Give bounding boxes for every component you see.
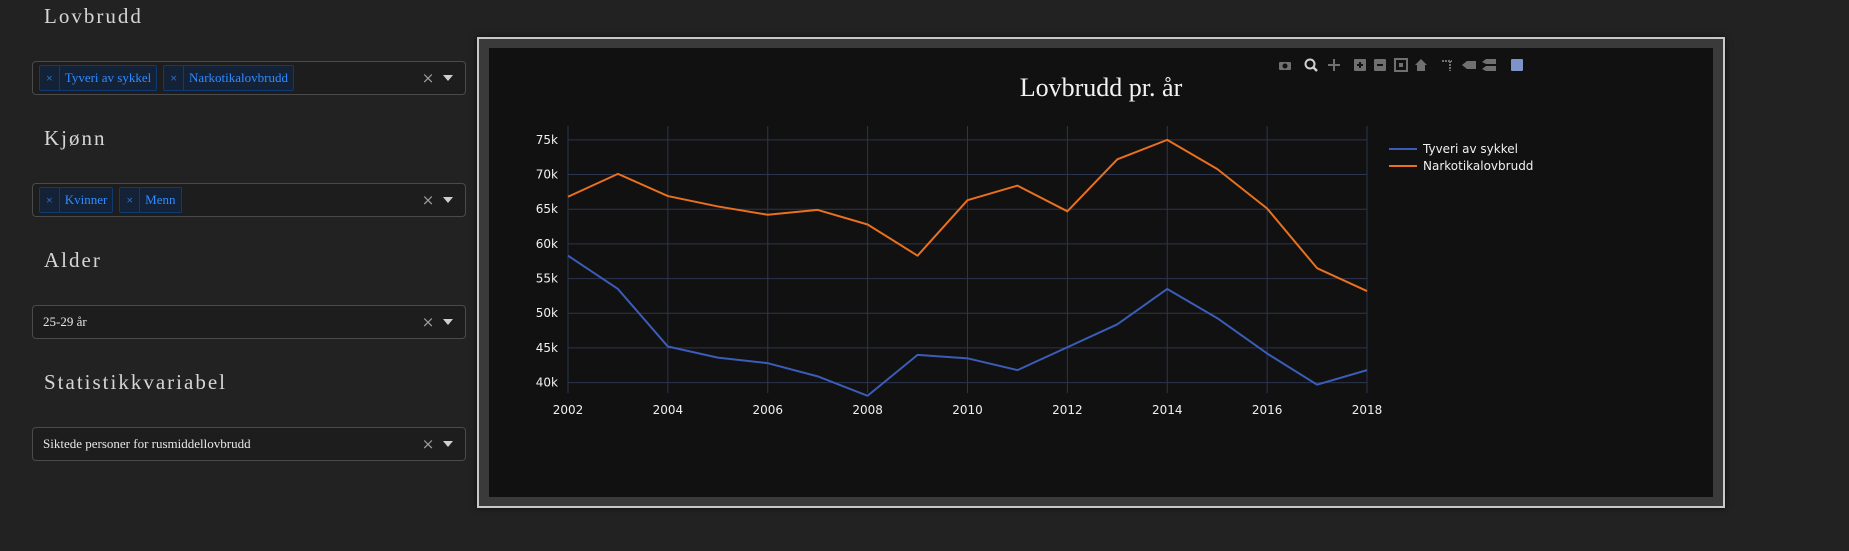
y-tick-label: 65k xyxy=(536,202,558,216)
kjonn-dropdown[interactable]: × Kvinner × Menn × xyxy=(32,183,466,217)
autoscale-box xyxy=(1394,58,1408,72)
x-tick-labels: 2002 2004 2006 2008 2010 2012 2014 2016 2018 xyxy=(553,403,1383,417)
chip-kvinner: × Kvinner xyxy=(39,187,114,213)
autoscale-icon[interactable] xyxy=(1394,58,1408,72)
statistikkvariabel-dropdown[interactable]: Siktede personer for rusmiddellovbrudd × xyxy=(32,427,466,461)
y-tick-label: 50k xyxy=(536,306,558,320)
x-tick-label: 2002 xyxy=(553,403,584,417)
y-tick-label: 40k xyxy=(536,376,558,390)
alder-dropdown[interactable]: 25-29 år × xyxy=(32,305,466,339)
clear-icon[interactable]: × xyxy=(421,191,435,209)
statistikkvariabel-value: Siktede personer for rusmiddellovbrudd xyxy=(43,436,251,451)
y-tick-label: 70k xyxy=(536,168,558,182)
y-tick-label: 45k xyxy=(536,341,558,355)
alder-value: 25-29 år xyxy=(43,314,87,329)
chevron-down-icon[interactable] xyxy=(443,197,453,203)
chevron-down-icon[interactable] xyxy=(443,441,453,447)
camera-lens xyxy=(1282,63,1288,69)
y-tick-label: 55k xyxy=(536,272,558,286)
chip-remove-icon[interactable]: × xyxy=(120,188,141,212)
series-lines xyxy=(567,138,1368,397)
chart-title: Lovbrudd pr. år xyxy=(1020,73,1183,102)
home-icon[interactable] xyxy=(1415,59,1427,71)
camera-icon[interactable] xyxy=(1279,62,1291,70)
hover-closest-shape xyxy=(1462,61,1476,69)
chip-label: Narkotikalovbrudd xyxy=(189,70,288,85)
modebar xyxy=(1279,58,1523,72)
x-tick-label: 2010 xyxy=(952,403,983,417)
lovbrudd-dropdown[interactable]: × Tyveri av sykkel × Narkotikalovbrudd × xyxy=(32,61,466,95)
chip-narkotikalovbrudd: × Narkotikalovbrudd xyxy=(163,65,294,91)
alder-title: Alder xyxy=(44,248,102,272)
series-line-2[interactable] xyxy=(567,138,1368,292)
x-tick-label: 2012 xyxy=(1052,403,1083,417)
legend-label[interactable]: Tyveri av sykkel xyxy=(1422,142,1518,156)
x-tick-label: 2014 xyxy=(1152,403,1183,417)
legend: Tyveri av sykkel Narkotikalovbrudd xyxy=(1389,142,1533,173)
chevron-down-icon[interactable] xyxy=(443,75,453,81)
lovbrudd-title: Lovbrudd xyxy=(44,4,143,28)
chevron-down-icon[interactable] xyxy=(443,319,453,325)
plotly-logo-shape xyxy=(1511,59,1523,71)
chip-label: Menn xyxy=(145,192,176,207)
clear-icon[interactable]: × xyxy=(421,313,435,331)
chip-label: Kvinner xyxy=(64,192,108,207)
y-tick-label: 75k xyxy=(536,133,558,147)
lovbrudd-chips: × Tyveri av sykkel × Narkotikalovbrudd xyxy=(33,65,419,91)
home-shape xyxy=(1415,59,1427,71)
statistikkvariabel-title: Statistikkvariabel xyxy=(44,370,227,394)
chip-tyveri-av-sykkel: × Tyveri av sykkel xyxy=(39,65,158,91)
autoscale-center xyxy=(1399,63,1403,67)
chip-remove-icon[interactable]: × xyxy=(40,188,60,212)
x-tick-label: 2008 xyxy=(852,403,883,417)
hover-compare-bottom xyxy=(1482,66,1496,71)
plot-background xyxy=(489,48,1713,497)
chip-menn: × Menn xyxy=(119,187,182,213)
chip-label: Tyveri av sykkel xyxy=(64,70,152,85)
line-chart[interactable]: 2002 2004 2006 2008 2010 2012 2014 2016 2018 40k… xyxy=(489,48,1713,497)
clear-icon[interactable]: × xyxy=(421,435,435,453)
spike-lines-icon[interactable] xyxy=(1442,60,1452,71)
hover-compare-top xyxy=(1482,59,1496,64)
chip-remove-icon[interactable]: × xyxy=(164,66,185,90)
zoom-lens xyxy=(1304,58,1316,70)
series-line-1[interactable] xyxy=(567,254,1368,397)
kjonn-title: Kjønn xyxy=(44,126,107,150)
x-tick-label: 2006 xyxy=(752,403,783,417)
x-tick-label: 2018 xyxy=(1352,403,1383,417)
plotly-logo-icon[interactable] xyxy=(1511,59,1523,71)
hover-compare-icon[interactable] xyxy=(1482,59,1496,71)
clear-icon[interactable]: × xyxy=(421,69,435,87)
y-tick-label: 60k xyxy=(536,237,558,251)
kjonn-chips: × Kvinner × Menn xyxy=(33,187,419,213)
chart-container: 2002 2004 2006 2008 2010 2012 2014 2016 2018 40k… xyxy=(477,37,1725,508)
grid-lines xyxy=(567,126,1368,393)
y-tick-labels: 40k 45k 50k 55k 60k 65k 70k 75k xyxy=(536,133,558,390)
legend-label[interactable]: Narkotikalovbrudd xyxy=(1423,159,1533,173)
hover-closest-icon[interactable] xyxy=(1462,61,1476,69)
chip-remove-icon[interactable]: × xyxy=(40,66,60,90)
zoom-in-icon[interactable] xyxy=(1354,59,1366,71)
zoom-icon[interactable] xyxy=(1304,58,1318,72)
pan-icon[interactable] xyxy=(1328,59,1340,71)
x-tick-label: 2016 xyxy=(1252,403,1283,417)
x-tick-label: 2004 xyxy=(653,403,684,417)
zoom-out-icon[interactable] xyxy=(1374,59,1386,71)
zoom-handle xyxy=(1312,66,1318,72)
